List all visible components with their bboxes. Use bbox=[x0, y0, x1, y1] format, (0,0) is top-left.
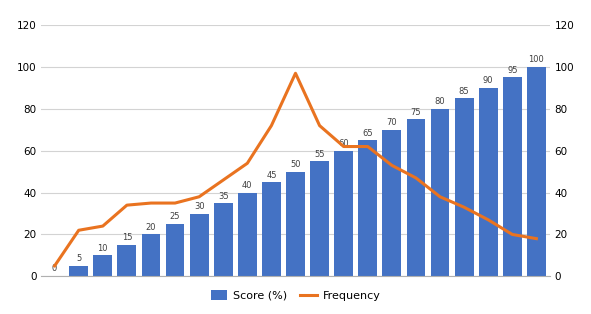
Text: 100: 100 bbox=[528, 56, 544, 64]
Bar bbox=[165, 224, 184, 276]
Bar bbox=[286, 172, 305, 276]
Bar bbox=[190, 214, 209, 276]
Text: 55: 55 bbox=[314, 150, 325, 159]
Text: 0: 0 bbox=[52, 264, 57, 273]
Bar bbox=[358, 140, 377, 276]
Bar bbox=[479, 88, 498, 276]
Text: 90: 90 bbox=[483, 76, 493, 85]
Text: 20: 20 bbox=[146, 223, 156, 232]
Bar bbox=[310, 161, 329, 276]
Text: 45: 45 bbox=[266, 171, 277, 180]
Bar bbox=[503, 78, 522, 276]
Bar bbox=[238, 192, 256, 276]
Text: 10: 10 bbox=[98, 244, 108, 253]
Text: 30: 30 bbox=[194, 202, 204, 211]
Bar bbox=[382, 130, 401, 276]
Text: 60: 60 bbox=[339, 139, 349, 148]
Bar bbox=[118, 245, 137, 276]
Text: 5: 5 bbox=[76, 254, 82, 263]
Text: 75: 75 bbox=[411, 108, 421, 117]
Text: 50: 50 bbox=[290, 160, 301, 169]
Bar bbox=[407, 119, 426, 276]
Bar bbox=[69, 266, 88, 276]
Text: 25: 25 bbox=[170, 213, 180, 221]
Bar bbox=[335, 151, 353, 276]
Text: 40: 40 bbox=[242, 181, 252, 190]
Text: 85: 85 bbox=[459, 87, 469, 96]
Bar bbox=[527, 67, 545, 276]
Bar bbox=[431, 109, 449, 276]
Text: 80: 80 bbox=[435, 97, 446, 106]
Bar bbox=[142, 235, 160, 276]
Text: 70: 70 bbox=[387, 118, 397, 127]
Legend: Score (%), Frequency: Score (%), Frequency bbox=[206, 286, 385, 305]
Bar bbox=[454, 98, 473, 276]
Bar bbox=[262, 182, 281, 276]
Bar bbox=[93, 255, 112, 276]
Text: 65: 65 bbox=[362, 129, 373, 138]
Bar bbox=[214, 203, 233, 276]
Text: 95: 95 bbox=[507, 66, 518, 75]
Text: 35: 35 bbox=[218, 192, 229, 201]
Text: 15: 15 bbox=[122, 233, 132, 242]
